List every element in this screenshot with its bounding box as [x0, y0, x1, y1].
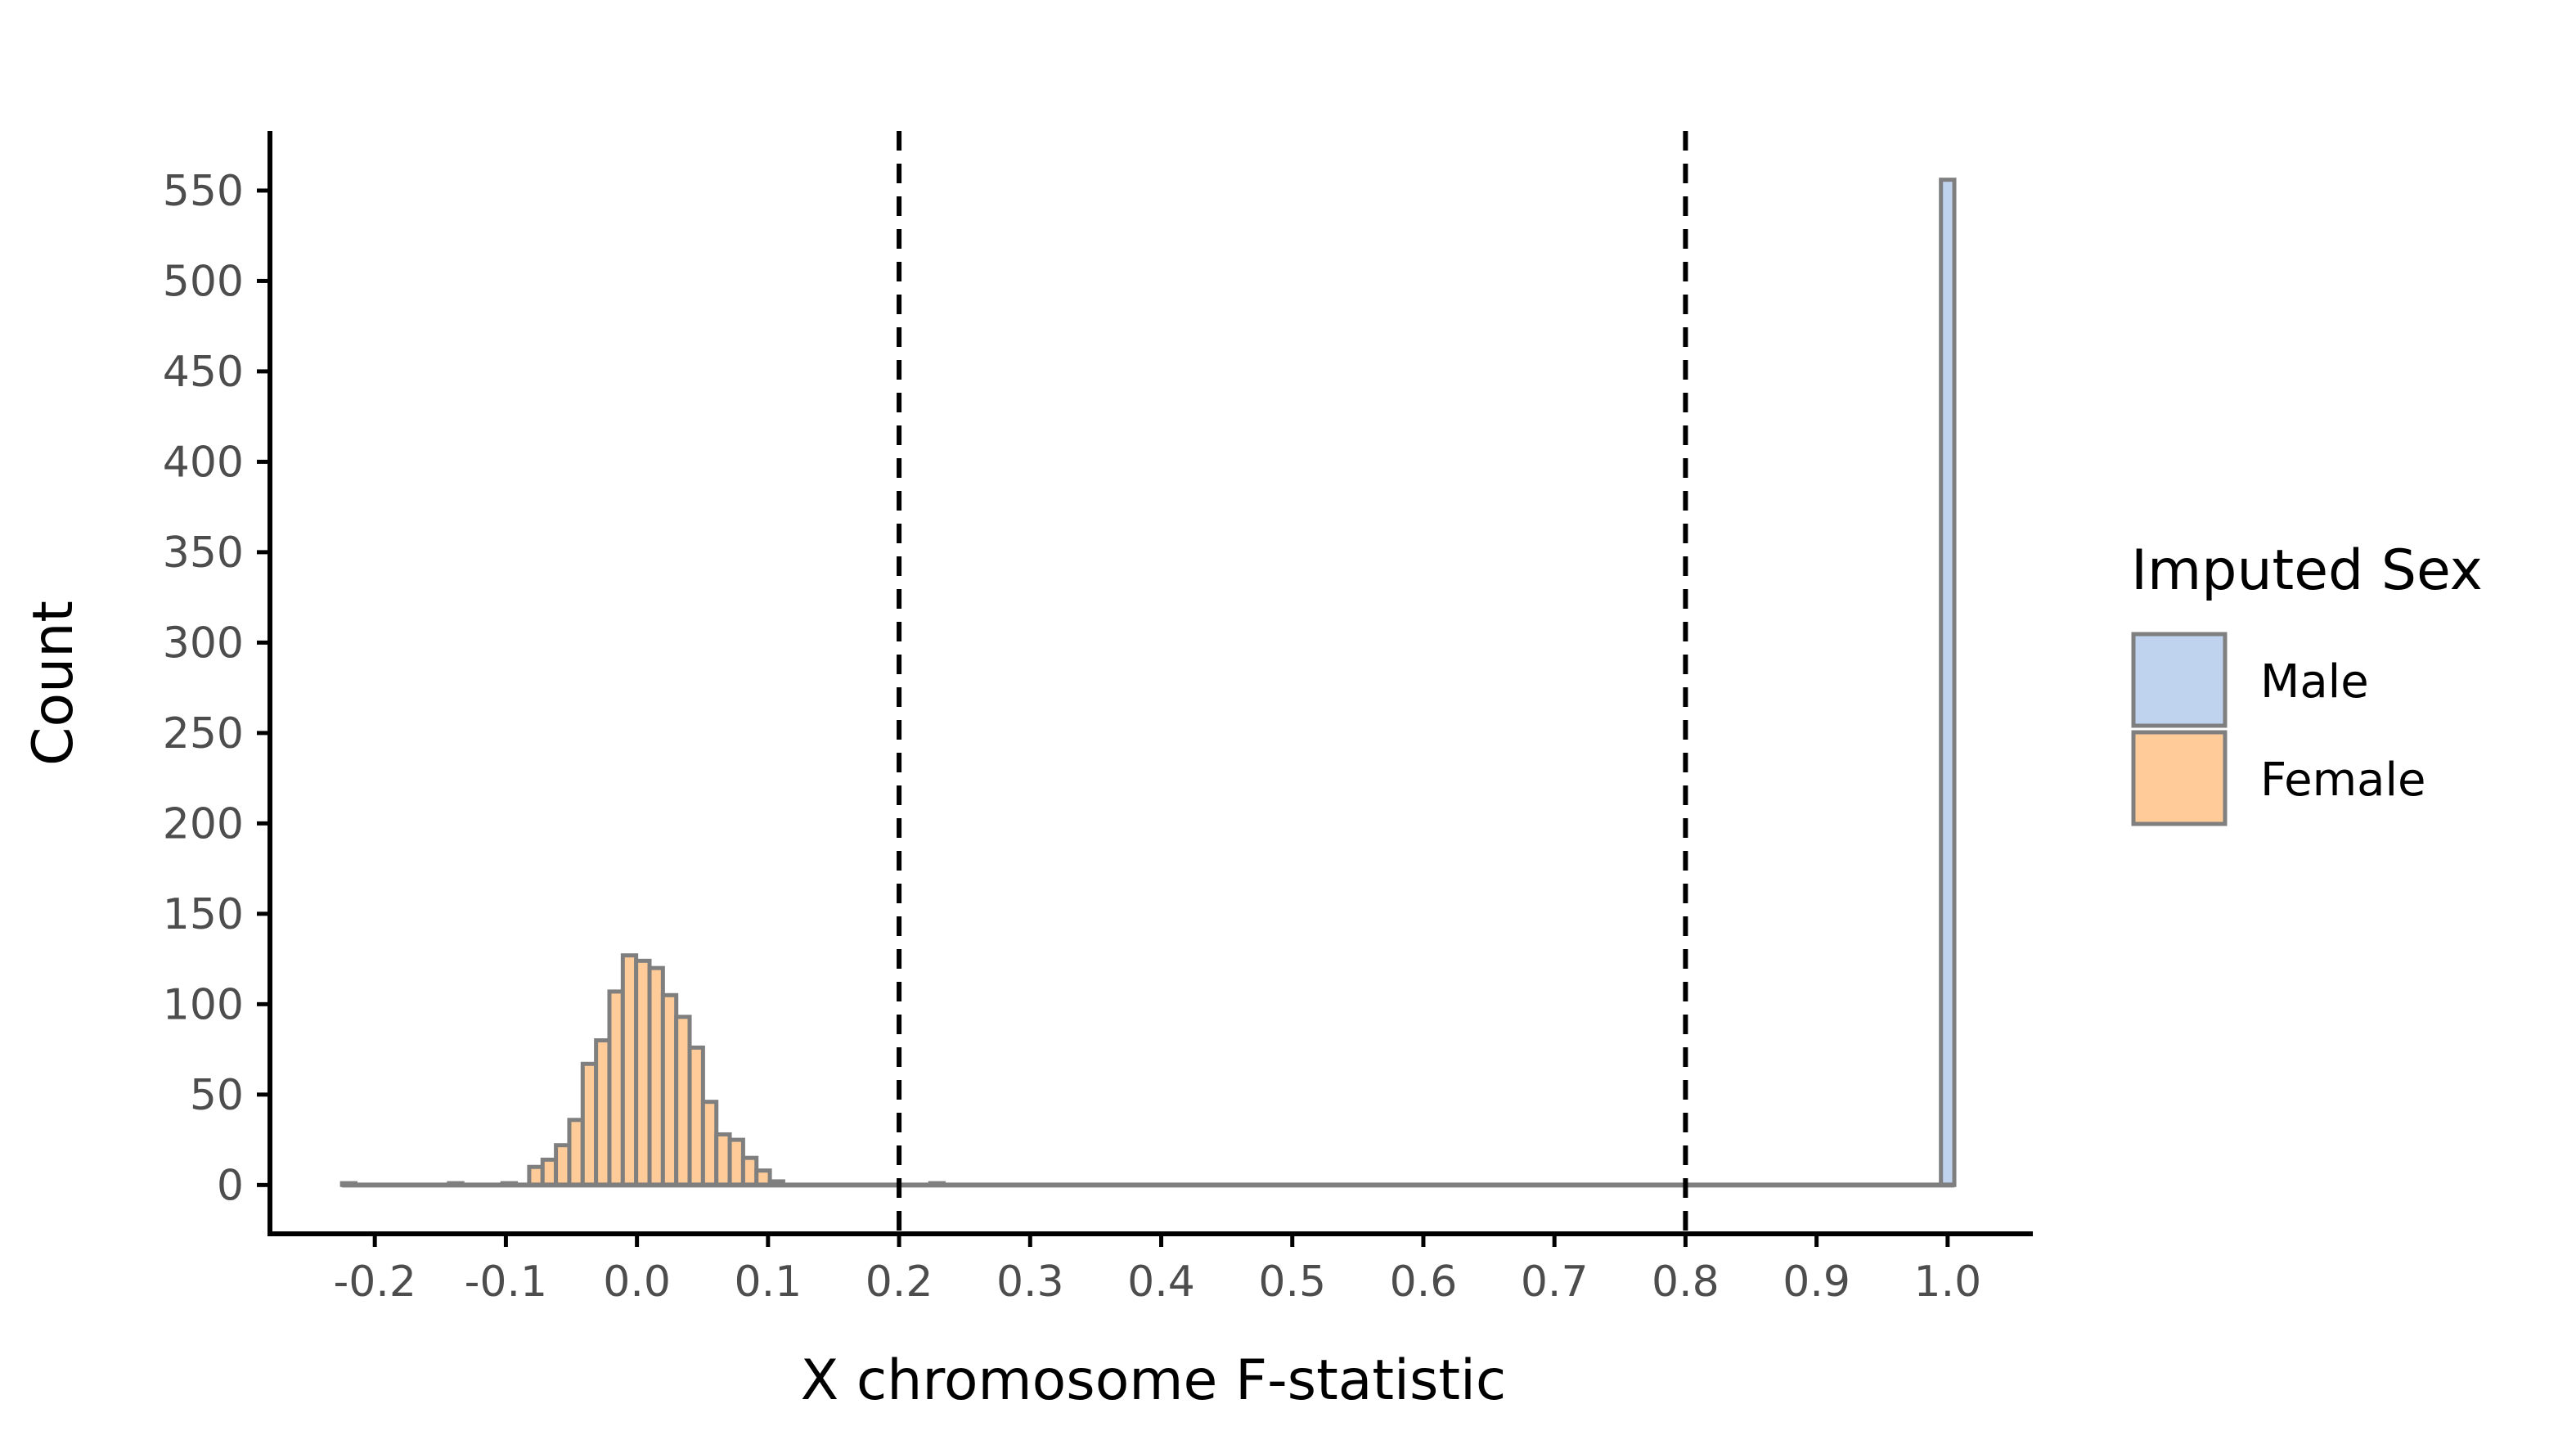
- x-tick-label: 0.0: [603, 1258, 671, 1307]
- y-axis-ticks: 0 50 100 150 200 250 300 350 400 450 500 550: [163, 167, 270, 1210]
- axes: [267, 131, 2033, 1236]
- legend-title: Imputed Sex: [2131, 538, 2483, 603]
- x-tick-label: 0.9: [1783, 1258, 1850, 1307]
- legend-label-female: Female: [2260, 754, 2425, 807]
- x-tick-label: -0.2: [333, 1258, 416, 1307]
- x-axis-ticks: -0.2 -0.1 0.0 0.1 0.2 0.3 0.4 0.5 0.6 0.7 0.8 0.9 1.…: [333, 1234, 1981, 1307]
- x-tick-label: 0.5: [1258, 1258, 1326, 1307]
- y-tick-label: 150: [163, 890, 244, 939]
- x-tick-label: -0.1: [465, 1258, 547, 1307]
- legend-swatch-male: [2131, 632, 2228, 728]
- threshold-lines: [897, 131, 1688, 1234]
- y-tick-label: 550: [163, 167, 244, 216]
- x-tick-label: 0.6: [1390, 1258, 1458, 1307]
- y-tick-label: 200: [163, 799, 244, 848]
- histogram-bars: [339, 178, 1957, 1187]
- y-tick-label: 50: [190, 1071, 244, 1120]
- y-tick-label: 350: [163, 529, 244, 578]
- legend: Imputed Sex Male Female: [2131, 538, 2483, 826]
- y-tick-label: 300: [163, 619, 244, 668]
- y-tick-label: 250: [163, 709, 244, 758]
- x-tick-label: 0.1: [734, 1258, 802, 1307]
- y-tick-label: 500: [163, 257, 244, 306]
- x-tick-label: 0.3: [996, 1258, 1064, 1307]
- x-axis-title: X chromosome F-statistic: [801, 1348, 1507, 1413]
- x-tick-label: 0.4: [1127, 1258, 1195, 1307]
- male-bar: [1939, 178, 1957, 1187]
- y-tick-label: 450: [163, 348, 244, 397]
- x-tick-label: 0.2: [865, 1258, 933, 1307]
- x-tick-label: 0.8: [1652, 1258, 1720, 1307]
- x-tick-label: 0.7: [1521, 1258, 1589, 1307]
- legend-swatch-female: [2131, 730, 2228, 826]
- y-axis-title: Count: [21, 601, 86, 766]
- legend-label-male: Male: [2260, 655, 2369, 709]
- y-tick-label: 400: [163, 438, 244, 487]
- x-tick-label: 1.0: [1914, 1258, 1982, 1307]
- y-tick-label: 100: [163, 980, 244, 1029]
- y-tick-label: 0: [217, 1161, 244, 1210]
